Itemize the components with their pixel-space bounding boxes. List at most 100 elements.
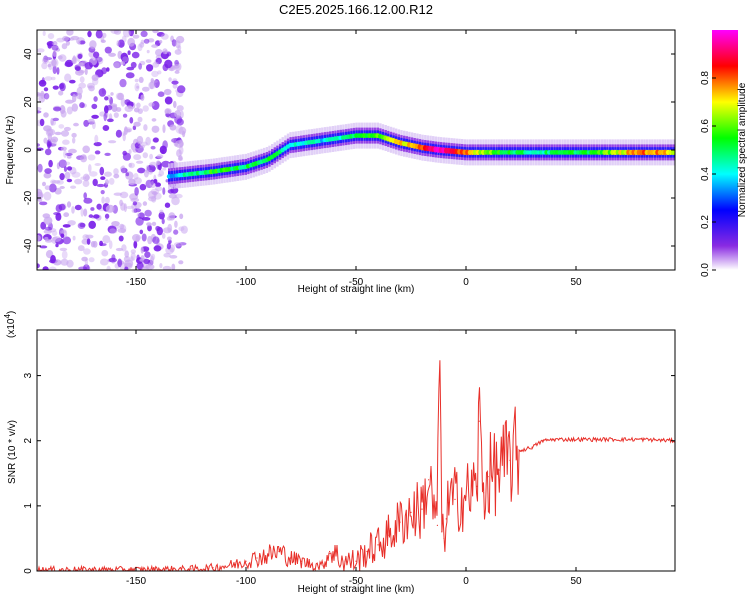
- snr-data-point: [300, 560, 302, 562]
- noise-speckle: [108, 240, 113, 250]
- colorbar-tick-label: 0.6: [700, 119, 711, 133]
- noise-speckle: [147, 235, 153, 245]
- noise-speckle: [171, 80, 179, 85]
- noise-speckle: [119, 223, 125, 230]
- noise-speckle: [178, 260, 184, 265]
- noise-speckle: [91, 103, 98, 110]
- noise-speckle: [177, 156, 184, 162]
- noise-speckle: [48, 183, 57, 193]
- snr-y-ticks: 0 1 2 3: [23, 372, 675, 574]
- noise-speckle: [65, 161, 71, 166]
- noise-speckle: [141, 266, 149, 270]
- noise-speckle: [160, 33, 169, 40]
- noise-speckle: [101, 249, 109, 257]
- snr-data-point: [483, 492, 485, 494]
- noise-speckle: [100, 190, 105, 195]
- noise-speckle: [159, 209, 164, 214]
- noise-speckle: [94, 134, 99, 144]
- noise-speckle: [78, 82, 86, 89]
- snr-data-point: [465, 495, 467, 497]
- noise-speckle: [125, 172, 130, 177]
- noise-speckle: [125, 72, 135, 79]
- noise-speckle: [55, 243, 59, 248]
- noise-speckle: [90, 241, 96, 248]
- snr-data-point: [311, 563, 313, 566]
- noise-speckle: [128, 163, 132, 168]
- noise-speckle: [44, 185, 51, 190]
- x-tick-label: 0: [463, 576, 469, 587]
- noise-speckle: [174, 49, 182, 55]
- noise-speckle: [58, 159, 67, 168]
- noise-speckle: [88, 220, 96, 229]
- snr-data-point: [190, 568, 192, 570]
- noise-speckle: [66, 166, 73, 171]
- noise-speckle: [117, 258, 122, 268]
- noise-speckle: [60, 258, 69, 266]
- noise-speckle: [152, 61, 160, 68]
- spectrogram-x-label: Height of straight line (km): [298, 284, 415, 295]
- noise-speckle: [157, 70, 162, 75]
- snr-data-point: [410, 511, 412, 513]
- noise-speckle: [51, 230, 58, 236]
- noise-speckle: [52, 85, 59, 90]
- noise-speckle: [147, 169, 153, 175]
- snr-data-point: [531, 446, 533, 448]
- noise-speckle: [84, 61, 93, 70]
- noise-speckle: [139, 183, 147, 191]
- noise-speckle: [159, 40, 163, 44]
- noise-speckle: [100, 258, 109, 266]
- noise-speckle: [78, 62, 84, 67]
- noise-speckle: [104, 46, 112, 54]
- noise-speckle: [122, 152, 131, 161]
- noise-speckle: [167, 223, 173, 233]
- noise-speckle: [105, 179, 109, 185]
- noise-speckle: [134, 187, 139, 196]
- noise-speckle: [41, 62, 48, 70]
- noise-speckle: [87, 118, 95, 125]
- noise-speckle: [43, 191, 52, 201]
- noise-speckle: [59, 247, 68, 252]
- noise-speckle: [88, 257, 95, 263]
- noise-speckle: [69, 79, 76, 84]
- noise-speckle: [176, 149, 182, 158]
- x-tick-label: -100: [236, 277, 256, 288]
- noise-speckle: [136, 102, 141, 109]
- snr-series-line: [37, 360, 675, 571]
- noise-speckle: [144, 251, 151, 258]
- noise-speckle: [111, 221, 120, 227]
- noise-speckle: [51, 59, 57, 67]
- colorbar-tick-label: 0.2: [700, 215, 711, 229]
- noise-speckle: [120, 97, 126, 107]
- snr-data-point: [443, 537, 445, 540]
- noise-speckle: [150, 188, 160, 195]
- noise-speckle: [116, 40, 120, 47]
- noise-speckle: [174, 242, 183, 247]
- noise-speckle: [110, 92, 114, 96]
- noise-speckle: [63, 126, 71, 132]
- noise-speckle: [174, 70, 180, 74]
- snr-data-point: [329, 550, 331, 553]
- noise-speckle: [106, 265, 111, 270]
- noise-speckle: [104, 171, 112, 177]
- snr-panel: -150 -100 -50 0 50 0 1 2 3 Height of straight l…: [3, 311, 676, 595]
- noise-speckle: [171, 196, 180, 206]
- noise-speckle: [146, 222, 152, 227]
- noise-speckle: [66, 178, 73, 183]
- snr-data-point: [478, 420, 480, 422]
- noise-speckle: [136, 160, 144, 164]
- noise-speckle: [180, 225, 188, 234]
- noise-speckle: [37, 163, 43, 173]
- noise-speckle: [145, 136, 151, 146]
- noise-speckle: [169, 254, 178, 259]
- noise-speckle: [47, 63, 52, 68]
- noise-speckle: [58, 90, 64, 96]
- noise-speckle: [128, 162, 135, 169]
- snr-data-point: [436, 524, 438, 527]
- noise-speckle: [39, 245, 48, 249]
- noise-speckle: [44, 57, 53, 61]
- snr-x-label: Height of straight line (km): [298, 584, 415, 595]
- noise-speckle: [37, 110, 42, 114]
- noise-speckle: [37, 143, 40, 147]
- noise-speckle: [164, 59, 173, 69]
- noise-speckle: [93, 96, 98, 102]
